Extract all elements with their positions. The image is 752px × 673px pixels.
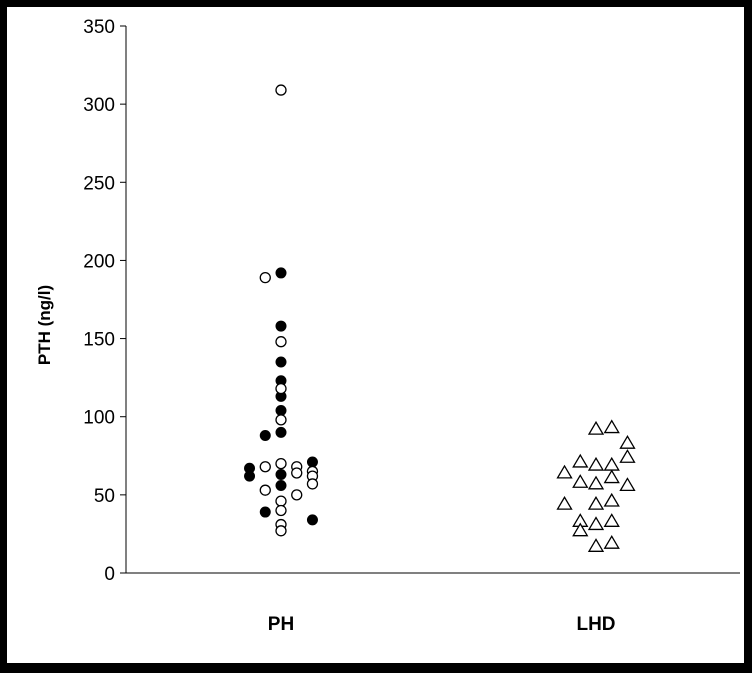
- lhd-triangle-point: [619, 449, 636, 463]
- ph-open-point: [306, 478, 319, 490]
- ph-filled-point: [275, 267, 287, 279]
- category-labels: PH LHD: [268, 614, 616, 635]
- lhd-triangle-point: [587, 420, 605, 435]
- ph-filled-point: [275, 356, 287, 368]
- y-ticks: 0 50 100 150 200 250 300 350: [83, 17, 126, 585]
- lhd-triangle-point: [587, 495, 605, 510]
- lhd-triangle-point: [587, 475, 605, 490]
- ph-filled-point: [244, 470, 256, 482]
- ph-open-point: [275, 504, 287, 517]
- y-tick-label: 100: [83, 408, 115, 429]
- lhd-triangle-point: [603, 492, 620, 507]
- y-tick-label: 0: [104, 564, 115, 585]
- y-tick-label: 50: [94, 486, 115, 507]
- lhd-triangle-point: [603, 456, 620, 471]
- ph-filled-point: [306, 456, 318, 468]
- ph-open-point: [275, 414, 287, 426]
- y-tick-label: 200: [83, 251, 115, 272]
- ph-open-point: [275, 525, 287, 537]
- lhd-triangle-point: [603, 535, 620, 549]
- y-axis-title: PTH (ng/l): [35, 285, 54, 365]
- ph-open-point: [275, 336, 287, 348]
- ph-open-point: [291, 489, 303, 501]
- y-tick-label: 350: [83, 17, 115, 38]
- lhd-triangle-point: [572, 474, 589, 488]
- ph-filled-point: [275, 479, 287, 491]
- lhd-triangle-point: [572, 522, 589, 537]
- lhd-triangle-point: [587, 516, 605, 531]
- lhd-triangle-point: [619, 477, 636, 492]
- lhd-triangle-point: [556, 495, 573, 510]
- ph-open-point: [275, 495, 287, 507]
- ph-filled-point: [275, 426, 287, 438]
- ph-filled-point: [259, 429, 271, 441]
- axes: [125, 26, 740, 574]
- y-tick-label: 250: [83, 173, 115, 194]
- chart-frame: 0 50 100 150 200 250 300 350 PH LHD PTH (ng/l): [7, 7, 744, 663]
- lhd-triangle-point: [572, 453, 589, 468]
- lhd-triangle-point: [603, 419, 620, 434]
- lhd-triangle-point: [619, 435, 636, 449]
- category-label-lhd: LHD: [576, 614, 615, 635]
- lhd-triangle-point: [587, 538, 605, 552]
- lhd-triangle-point: [603, 469, 620, 484]
- ph-filled-point: [259, 506, 271, 518]
- ph-filled-point: [275, 320, 287, 332]
- ph-open-point: [291, 467, 303, 479]
- ph-filled-point: [275, 404, 287, 416]
- ph-open-point: [275, 457, 287, 470]
- ph-open-point: [259, 461, 271, 473]
- category-label-ph: PH: [268, 614, 294, 635]
- y-tick-label: 300: [83, 95, 115, 116]
- ph-open-point: [275, 382, 287, 395]
- data-points: [244, 84, 636, 552]
- y-tick-label: 150: [83, 330, 115, 351]
- ph-filled-point: [306, 514, 318, 526]
- lhd-triangle-point: [587, 456, 605, 471]
- ph-open-point: [275, 84, 287, 96]
- ph-open-point: [259, 484, 271, 496]
- ph-filled-point: [275, 469, 287, 481]
- ph-open-point: [259, 271, 271, 284]
- lhd-triangle-point: [603, 513, 620, 527]
- pth-scatter-chart: 0 50 100 150 200 250 300 350 PH LHD PTH (ng/l): [35, 17, 740, 635]
- lhd-triangle-point: [556, 464, 573, 479]
